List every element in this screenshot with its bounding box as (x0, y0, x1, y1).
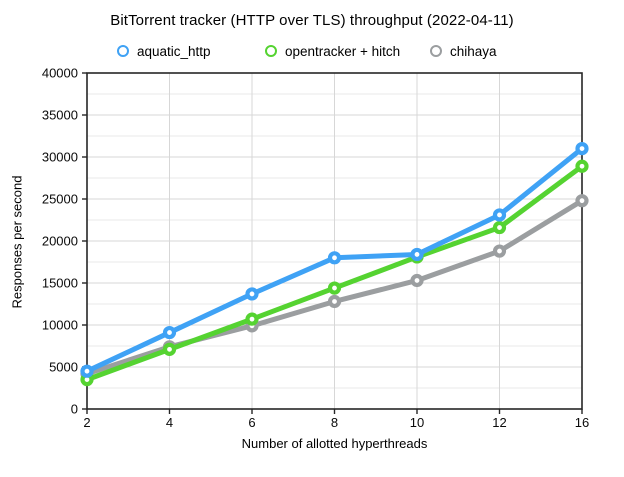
legend-item-opentracker-hitch[interactable]: opentracker + hitch (265, 42, 400, 60)
data-point-aquatic-http (575, 142, 589, 156)
y-tick-label: 30000 (42, 150, 78, 165)
data-point-opentracker-hitch (327, 281, 342, 295)
data-point-chihaya (327, 294, 342, 309)
y-tick-label: 10000 (42, 318, 78, 333)
chart-legend: aquatic_http opentracker + hitch chihaya (0, 42, 624, 60)
data-point-opentracker-hitch (162, 342, 177, 356)
data-point-opentracker-hitch (492, 220, 507, 235)
y-tick-label: 20000 (42, 234, 78, 249)
legend-marker-icon (430, 45, 442, 57)
legend-label: chihaya (450, 43, 497, 59)
data-point-aquatic-http (327, 251, 342, 265)
data-point-opentracker-hitch (575, 159, 589, 173)
data-point-aquatic-http (492, 208, 507, 222)
x-tick-label: 16 (575, 415, 589, 430)
x-tick-label: 2 (83, 415, 90, 430)
data-point-chihaya (575, 194, 589, 208)
y-tick-label: 15000 (42, 276, 78, 291)
data-point-aquatic-http (80, 364, 94, 378)
x-tick-label: 4 (166, 415, 173, 430)
data-point-aquatic-http (410, 247, 424, 262)
data-point-aquatic-http (162, 325, 177, 340)
legend-item-chihaya[interactable]: chihaya (430, 42, 497, 60)
y-tick-label: 0 (71, 402, 78, 417)
data-point-chihaya (410, 273, 424, 288)
y-tick-label: 25000 (42, 192, 78, 207)
data-point-opentracker-hitch (245, 312, 259, 326)
x-axis-title: Number of allotted hyperthreads (241, 436, 428, 451)
data-point-aquatic-http (245, 287, 259, 301)
legend-label: aquatic_http (137, 43, 211, 59)
chart-title: BitTorrent tracker (HTTP over TLS) throu… (110, 12, 514, 29)
data-point-chihaya (492, 244, 507, 258)
x-tick-label: 12 (492, 415, 506, 430)
legend-label: opentracker + hitch (285, 43, 401, 59)
y-tick-label: 40000 (42, 66, 78, 81)
legend-marker-icon (265, 45, 277, 57)
legend-marker-icon (117, 45, 129, 57)
y-tick-label: 35000 (42, 108, 78, 123)
x-tick-label: 6 (248, 415, 255, 430)
x-tick-label: 10 (410, 415, 424, 430)
x-tick-label: 8 (331, 415, 338, 430)
y-tick-label: 5000 (49, 360, 78, 375)
legend-item-aquatic-http[interactable]: aquatic_http (117, 42, 211, 60)
